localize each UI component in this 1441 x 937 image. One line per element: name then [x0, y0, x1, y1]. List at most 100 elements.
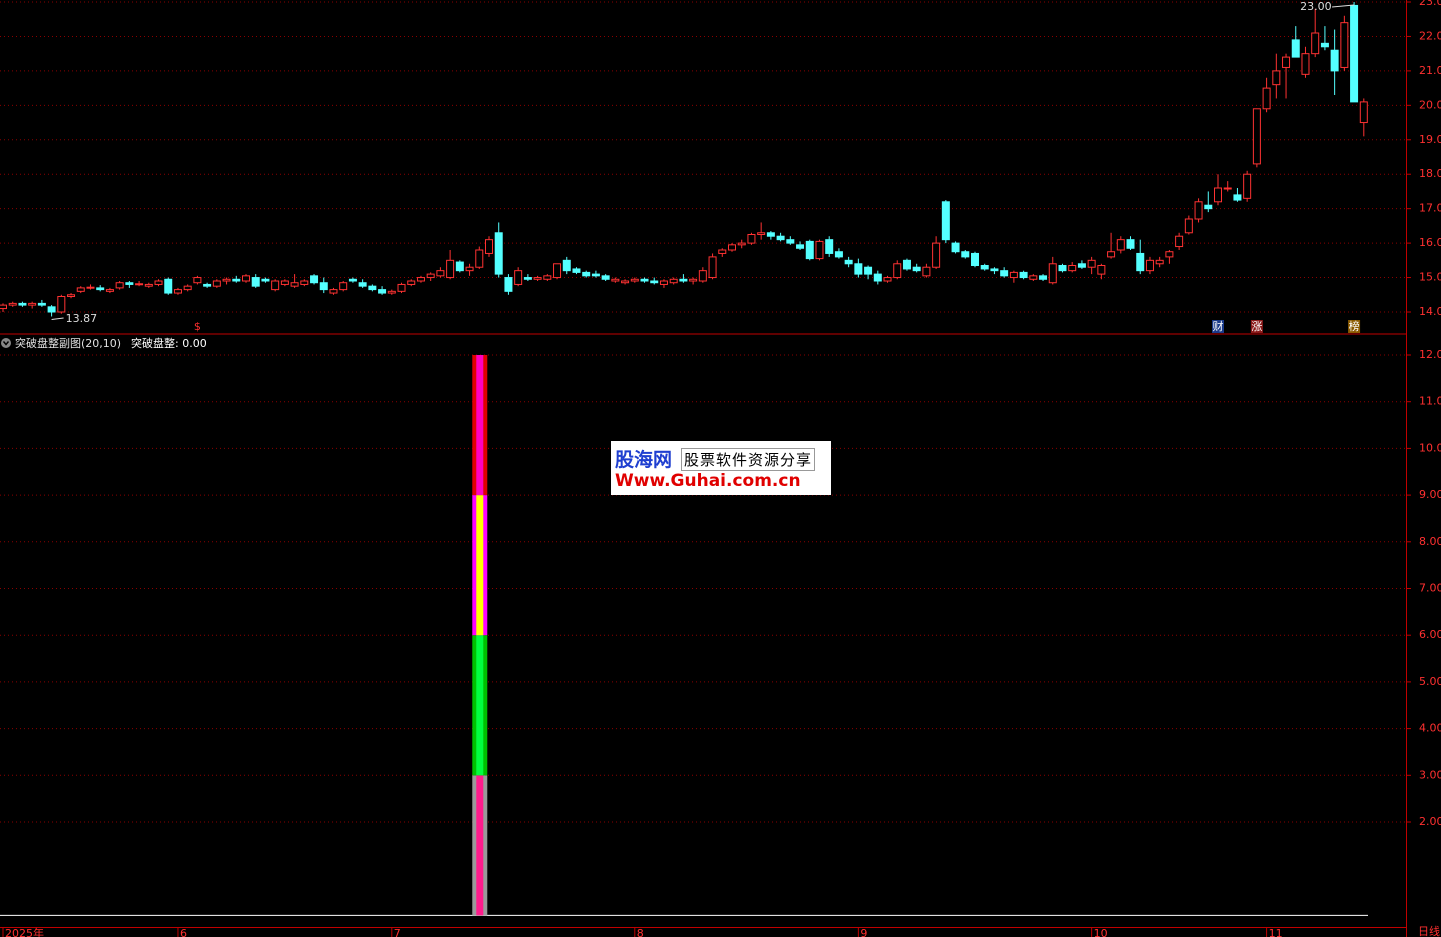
candle-body — [1204, 204, 1213, 210]
candle-body — [679, 278, 688, 282]
candle-body — [261, 278, 270, 282]
candle-body — [1145, 259, 1154, 272]
chevron — [2, 341, 10, 346]
y-tick-label: 2.00 — [1419, 815, 1441, 828]
candle-body — [485, 239, 493, 254]
y-tick-label: 5.00 — [1419, 675, 1441, 688]
candle-body — [698, 270, 707, 282]
candle-body — [115, 282, 124, 289]
candle-body — [164, 278, 173, 294]
x-tick-label: 2025年 — [5, 926, 44, 937]
candle-body — [718, 249, 727, 254]
watermark: 股海网 股票软件资源分享 Www.Guhai.com.cn — [611, 441, 831, 495]
candle-body — [796, 244, 805, 249]
candle-body — [1107, 251, 1116, 258]
candle-body — [728, 244, 736, 251]
candle-body — [1350, 4, 1359, 103]
candle-body — [766, 232, 775, 237]
candle-body — [1262, 87, 1271, 110]
y-tick-label: 19.00 — [1419, 133, 1441, 146]
candle-body — [961, 251, 970, 258]
candle-body — [932, 242, 941, 268]
candle-body — [300, 280, 309, 285]
event-mark: 财 — [1213, 319, 1224, 333]
event-mark: $ — [194, 320, 201, 333]
y-tick-label: 11.00 — [1419, 395, 1441, 408]
stack-segment-core — [476, 635, 484, 776]
candle-body — [407, 280, 416, 285]
y-tick-label: 4.00 — [1419, 722, 1441, 735]
candle-body — [86, 286, 95, 289]
candle-body — [864, 266, 873, 275]
candle-body — [280, 280, 289, 285]
candle-body — [397, 283, 406, 292]
candle-body — [1214, 187, 1222, 203]
candle-body — [232, 278, 241, 282]
candle-body — [776, 235, 785, 241]
candle-body — [951, 242, 960, 253]
candle-body — [475, 249, 484, 268]
x-tick-label: 8 — [637, 927, 644, 937]
y-tick-label: 23.00 — [1419, 0, 1441, 8]
candle-body — [378, 289, 387, 294]
candle-body — [1233, 194, 1242, 201]
candle-body — [0, 304, 7, 310]
candle-body — [1223, 187, 1232, 190]
indicator-title: 突破盘整副图(20,10) — [15, 336, 121, 350]
candle-body — [1009, 271, 1018, 279]
candle-body — [1039, 275, 1048, 280]
candle-body — [339, 282, 348, 291]
candle-body — [18, 302, 27, 306]
candle-body — [251, 277, 260, 287]
candle-body — [1194, 201, 1203, 220]
candle-body — [1282, 56, 1291, 68]
event-badge — [1348, 320, 1361, 333]
y-tick-label: 22.00 — [1419, 29, 1441, 42]
candle-body — [47, 306, 56, 313]
candle-body — [572, 268, 581, 273]
low-pointer — [51, 317, 64, 320]
candle-body — [348, 278, 357, 282]
candle-body — [105, 289, 114, 292]
candle-body — [57, 296, 66, 313]
event-badge — [1250, 320, 1263, 333]
candle-body — [1126, 239, 1135, 249]
y-tick-label: 10.00 — [1419, 441, 1441, 454]
candle-body — [1175, 235, 1184, 248]
y-tick-label: 16.00 — [1419, 236, 1441, 249]
candle-body — [971, 252, 979, 266]
event-mark: 涨 — [1251, 320, 1262, 333]
candle-body — [1320, 42, 1329, 48]
candle-body — [358, 282, 367, 287]
candle-body — [747, 234, 756, 244]
candle-body — [310, 275, 319, 284]
x-tick-label: 10 — [1094, 927, 1108, 937]
candle-body — [922, 266, 931, 277]
candle-body — [183, 285, 192, 291]
candle-body — [591, 273, 600, 277]
event-mark: 榜 — [1349, 319, 1360, 333]
candle-body — [737, 242, 746, 246]
wm-url: Www.Guhai.com.cn — [615, 471, 801, 491]
candle-body — [630, 278, 639, 282]
candle-body — [173, 289, 182, 294]
candle-body — [1097, 265, 1106, 275]
candle-body — [203, 283, 212, 287]
candle-body — [1184, 218, 1193, 234]
candle-body — [1068, 265, 1077, 272]
collapse-icon[interactable] — [1, 338, 11, 348]
candle-body — [621, 280, 630, 284]
y-tick-label: 9.00 — [1419, 488, 1441, 501]
candle-body — [242, 275, 250, 282]
x-tick-label: 6 — [180, 927, 187, 937]
candle-body — [436, 270, 445, 277]
candle-body — [689, 278, 698, 282]
candle-body — [329, 289, 338, 294]
y-tick-label: 15.00 — [1419, 271, 1441, 284]
period-label: 日线 — [1418, 924, 1440, 937]
candle-body — [669, 278, 678, 284]
candle-body — [844, 259, 853, 265]
candle-body — [1029, 275, 1038, 280]
low-label: 13.87 — [66, 312, 98, 325]
